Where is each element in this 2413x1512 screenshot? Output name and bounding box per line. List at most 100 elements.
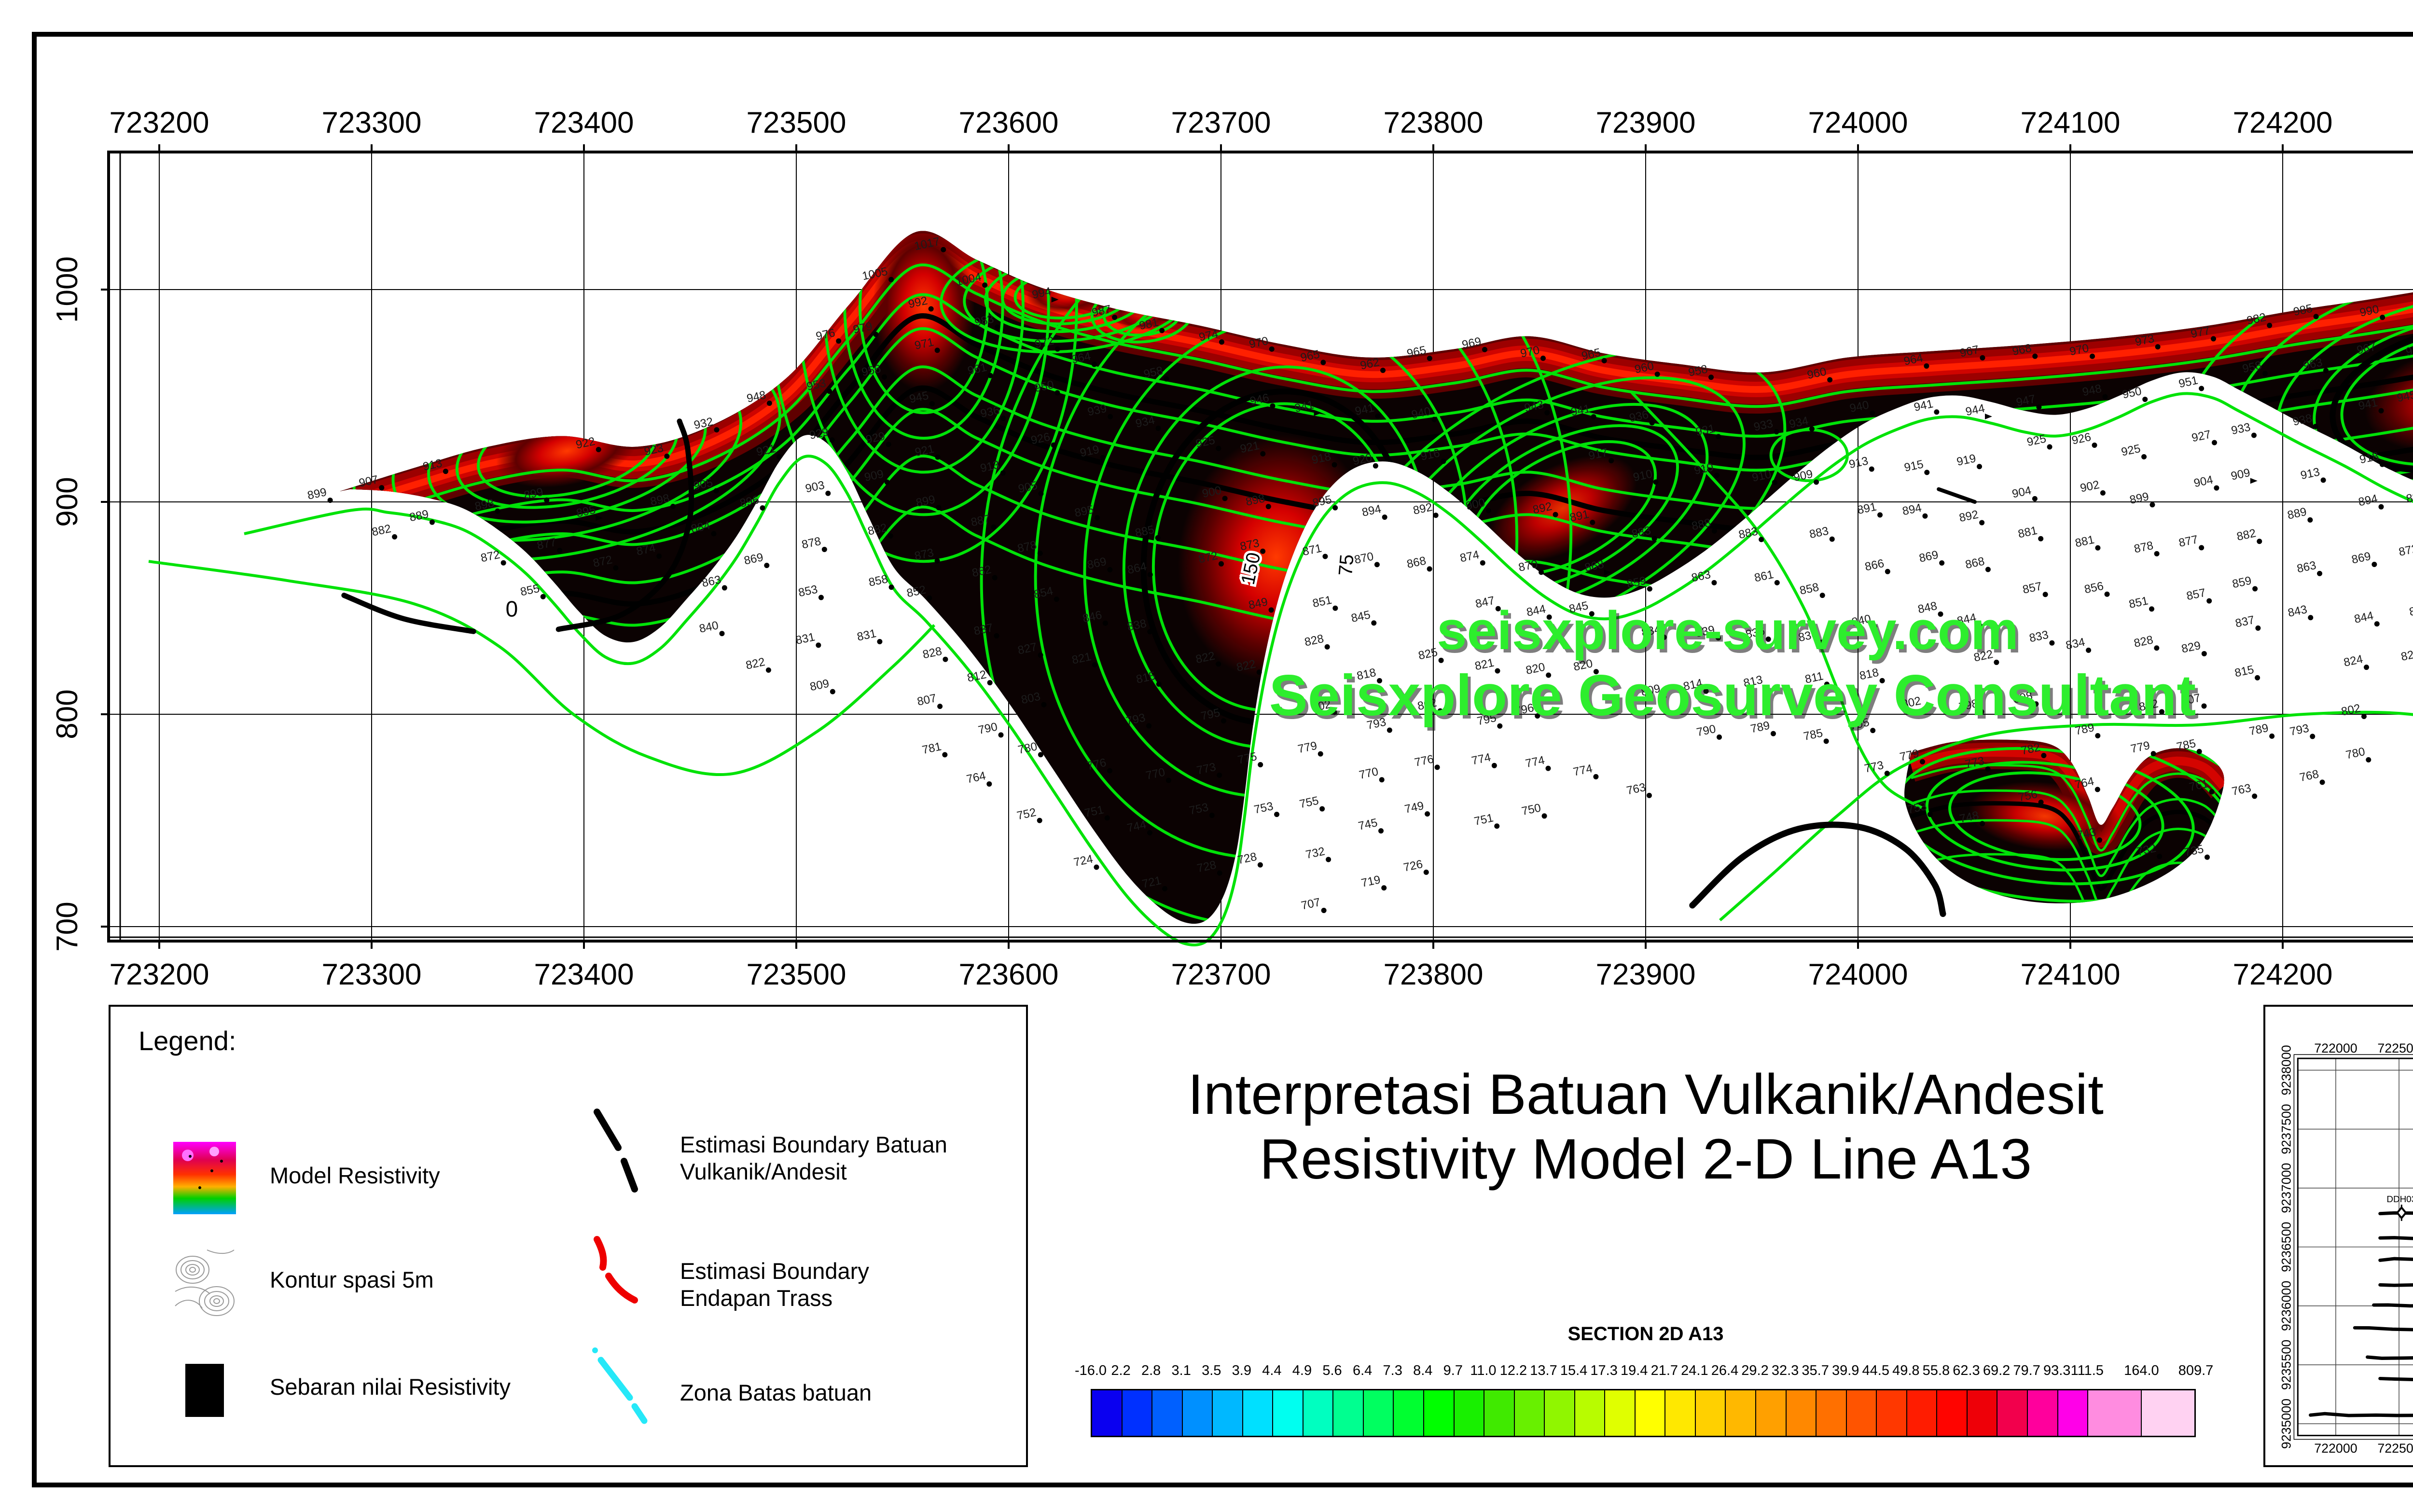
title-block: Interpretasi Batuan Vulkanik/Andesit Res… <box>1030 1005 2261 1467</box>
svg-text:833: 833 <box>2028 628 2050 645</box>
watermark-line2: Seisxplore Geosurvey Consultant <box>1269 663 2196 728</box>
svg-text:763: 763 <box>1625 781 1647 798</box>
resistivity-colorbar <box>1091 1389 2196 1437</box>
svg-text:807: 807 <box>916 692 938 708</box>
svg-text:889: 889 <box>2286 505 2308 522</box>
svg-text:802: 802 <box>2340 702 2362 719</box>
y-axis-tick-label-left: 1000 <box>51 256 84 323</box>
svg-text:927: 927 <box>2191 428 2212 445</box>
x-axis-tick-label-top: 723700 <box>1171 106 1271 139</box>
svg-text:863: 863 <box>1690 568 1712 585</box>
svg-text:831: 831 <box>856 627 877 644</box>
colorbar-value-label: 32.3 <box>1771 1363 1799 1378</box>
colorbar-value-label: 2.2 <box>1111 1363 1131 1378</box>
svg-text:874: 874 <box>1459 548 1481 565</box>
svg-text:770: 770 <box>1358 765 1380 782</box>
svg-text:793: 793 <box>2288 721 2310 738</box>
survey-line <box>2378 1257 2413 1262</box>
colorbar-value-label: 11.0 <box>1470 1363 1497 1378</box>
svg-text:857: 857 <box>2022 580 2043 596</box>
svg-text:779: 779 <box>1297 739 1318 756</box>
svg-text:774: 774 <box>1572 762 1594 779</box>
x-axis-tick-label-bottom: 723200 <box>110 958 209 991</box>
svg-text:763: 763 <box>2231 781 2252 798</box>
svg-text:892: 892 <box>1412 500 1434 517</box>
svg-text:870: 870 <box>1353 550 1375 567</box>
svg-text:909: 909 <box>2230 466 2251 483</box>
svg-text:732: 732 <box>1304 845 1326 861</box>
colorbar-value-label: -16.0 <box>1074 1363 1107 1378</box>
svg-text:903: 903 <box>804 479 826 496</box>
colorbar-value-label: 111.5 <box>2070 1363 2104 1378</box>
drill-holes: DDH11DDH05DDH03DDH04DDH01DDH02DDH12DDH06… <box>2386 1194 2413 1221</box>
svg-text:872: 872 <box>2398 542 2413 559</box>
colorbar-section-label: SECTION 2D A13 <box>1567 1323 1724 1345</box>
x-axis-tick-label-top: 723600 <box>959 106 1059 139</box>
svg-text:789: 789 <box>2248 721 2270 738</box>
svg-text:831: 831 <box>794 630 816 647</box>
x-axis-tick-label-top: 723400 <box>534 106 634 139</box>
svg-text:707: 707 <box>1300 896 1322 913</box>
svg-text:779: 779 <box>2130 739 2151 756</box>
survey-line <box>2366 1355 2413 1360</box>
black-boundary-lines <box>341 418 1977 917</box>
svg-text:883: 883 <box>1737 525 1759 541</box>
survey-line <box>2378 1236 2413 1240</box>
inset-y-tick-left: 9236500 <box>2279 1222 2293 1272</box>
x-axis-tick-label-bottom: 724200 <box>2233 958 2333 991</box>
y-axis-tick-label-left: 700 <box>51 902 84 951</box>
watermark-line1: seisxplore-survey.com <box>1437 600 2019 661</box>
contour-value-labels: 0 75 150 <box>503 548 1360 624</box>
svg-text:726: 726 <box>1402 858 1424 874</box>
colorbar-cell <box>1303 1390 1334 1436</box>
svg-text:868: 868 <box>1964 555 1986 571</box>
resistivity-body <box>340 231 2413 924</box>
svg-text:853: 853 <box>797 583 819 600</box>
x-axis-tick-label-top: 723500 <box>747 106 846 139</box>
inset-y-tick-left: 9235500 <box>2279 1340 2293 1390</box>
x-axis-tick-label-bottom: 724000 <box>1808 958 1908 991</box>
colorbar-value-label: 44.5 <box>1862 1363 1889 1378</box>
svg-text:872: 872 <box>480 548 501 565</box>
colorbar-cell <box>1333 1390 1364 1436</box>
svg-text:768: 768 <box>2299 767 2320 784</box>
y-axis-tick-label-left: 900 <box>51 477 84 527</box>
svg-text:790: 790 <box>977 720 998 737</box>
x-axis-tick-label-bottom: 723700 <box>1171 958 1271 991</box>
x-axis-tick-label-top: 724100 <box>2021 106 2121 139</box>
colorbar-value-label: 49.8 <box>1892 1363 1920 1378</box>
svg-text:892: 892 <box>1958 508 1980 525</box>
svg-text:933: 933 <box>2230 420 2252 437</box>
colorbar-cell <box>1665 1390 1696 1436</box>
svg-text:913: 913 <box>2300 465 2321 482</box>
inset-x-tick-top: 722500 <box>2377 1041 2413 1055</box>
drill-hole-marker <box>2396 1205 2407 1221</box>
svg-text:724: 724 <box>1072 852 1094 869</box>
colorbar-cell <box>1997 1390 2028 1436</box>
colorbar-cell <box>1846 1390 1877 1436</box>
svg-text:913: 913 <box>1848 454 1870 471</box>
survey-line <box>2353 1326 2413 1332</box>
legend-item-zona-batas: Zona Batas batuan <box>680 1380 872 1405</box>
svg-text:899: 899 <box>2128 490 2150 507</box>
svg-text:925: 925 <box>2120 442 2142 459</box>
svg-text:755: 755 <box>1298 794 1320 811</box>
colorbar-cell <box>1484 1390 1515 1436</box>
colorbar-cell <box>1786 1390 1817 1436</box>
contour-value-label: 0 <box>506 596 518 622</box>
colorbar-cell <box>2058 1390 2089 1436</box>
svg-text:951: 951 <box>2177 374 2199 390</box>
colorbar-cell <box>1122 1390 1153 1436</box>
svg-text:881: 881 <box>2074 533 2095 550</box>
boundary-trass-line-icon <box>594 1236 638 1304</box>
x-axis-tick-label-bottom: 723600 <box>959 958 1059 991</box>
svg-text:869: 869 <box>743 551 764 568</box>
svg-text:899: 899 <box>306 486 328 502</box>
x-axis-tick-label-bottom: 724100 <box>2021 958 2121 991</box>
x-axis-tick-label-top: 723900 <box>1596 106 1696 139</box>
svg-text:904: 904 <box>2192 473 2214 490</box>
svg-text:866: 866 <box>1864 557 1886 574</box>
svg-text:858: 858 <box>868 572 889 589</box>
x-axis-tick-label-bottom: 723300 <box>322 958 422 991</box>
svg-text:781: 781 <box>921 740 943 757</box>
